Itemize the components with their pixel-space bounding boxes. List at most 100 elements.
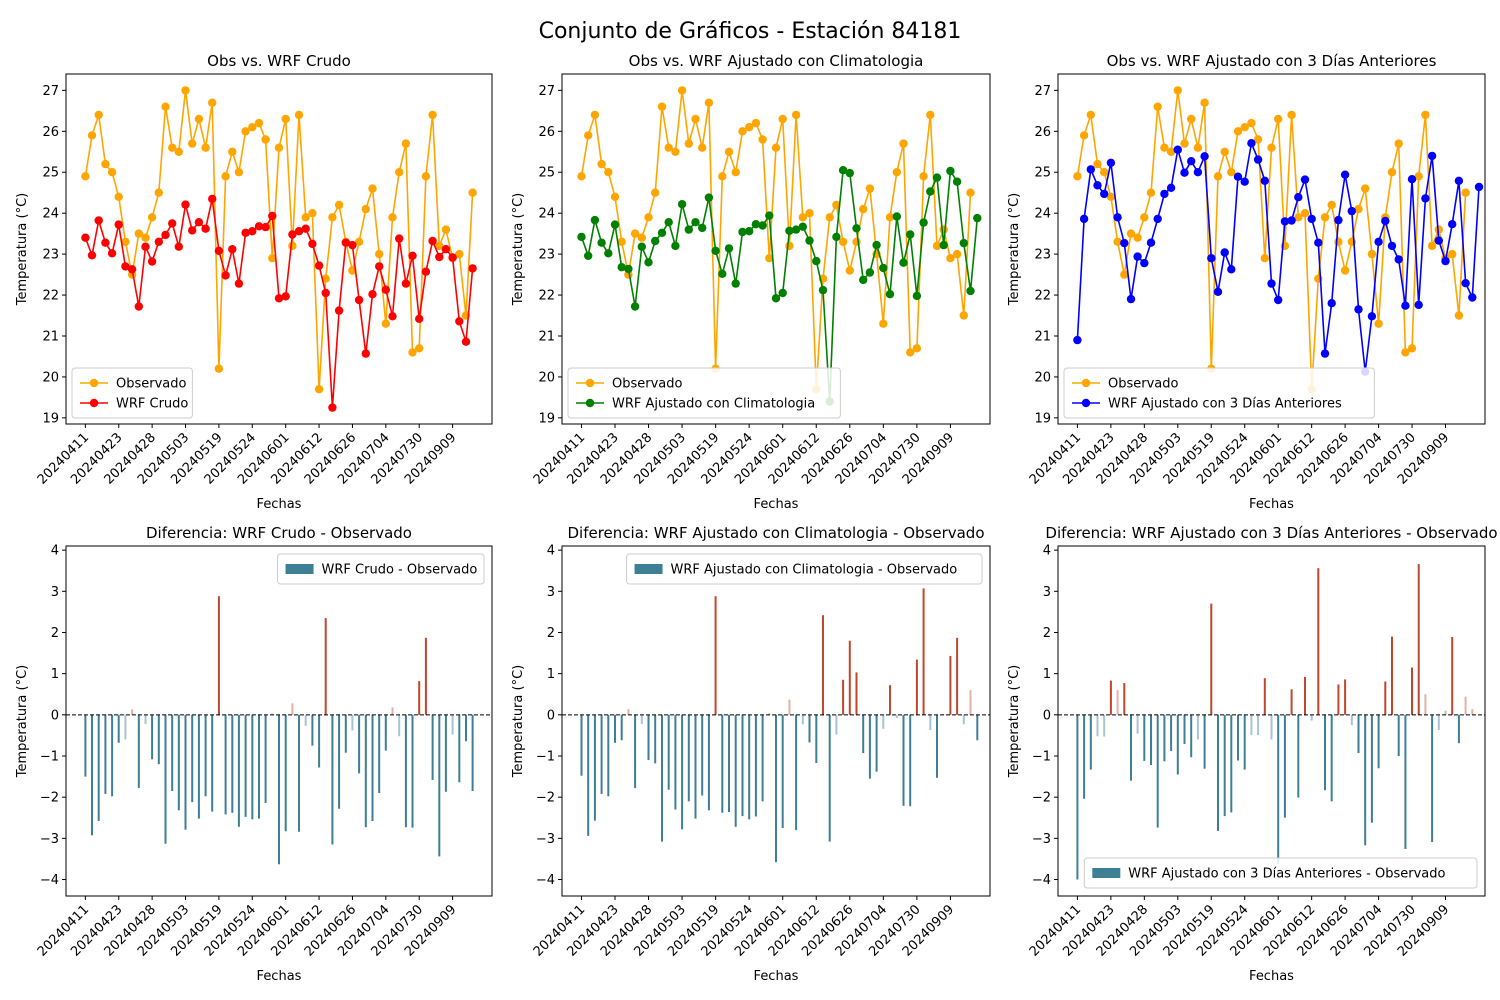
y-axis-label: Temperatura (°C) bbox=[1007, 665, 1022, 778]
diff-bar bbox=[1357, 714, 1360, 754]
y-tick-label: −4 bbox=[40, 873, 59, 888]
series-2-point bbox=[435, 252, 444, 262]
y-axis-label: Temperatura (°C) bbox=[15, 665, 30, 778]
series-1-point bbox=[435, 241, 444, 251]
y-tick-label: 3 bbox=[547, 585, 555, 600]
diff-bar bbox=[1384, 681, 1387, 715]
diff-bar bbox=[398, 714, 401, 737]
diff-bar bbox=[875, 714, 878, 772]
series-2-point bbox=[1200, 152, 1209, 161]
diff-bar bbox=[929, 714, 932, 730]
diff-bar bbox=[364, 714, 367, 828]
series-2-point bbox=[926, 187, 935, 196]
series-2-point bbox=[1267, 279, 1276, 288]
diff-bar bbox=[1310, 714, 1313, 721]
series-1-point bbox=[1434, 225, 1444, 234]
series-1-point bbox=[926, 110, 935, 120]
series-1-point bbox=[375, 249, 384, 259]
series-2-point bbox=[181, 200, 190, 209]
diff-bar bbox=[1344, 679, 1347, 715]
diff-bar bbox=[1417, 564, 1420, 715]
diff-bar bbox=[91, 714, 93, 836]
diff-bar bbox=[438, 714, 441, 857]
diff-bar bbox=[922, 588, 925, 715]
diff-bar bbox=[1457, 714, 1460, 744]
series-2-point bbox=[845, 168, 854, 178]
series-1-point bbox=[1227, 168, 1236, 177]
diff-bar bbox=[721, 714, 724, 813]
diff-bar bbox=[828, 714, 831, 842]
series-2-point bbox=[765, 211, 774, 220]
series-2-point bbox=[281, 292, 290, 301]
diff-bar bbox=[748, 714, 751, 820]
subplot-5: Diferencia: WRF Ajustado con Climatologi… bbox=[511, 524, 991, 984]
series-1-point bbox=[671, 147, 680, 156]
diff-bar bbox=[1330, 714, 1333, 802]
series-2-point bbox=[161, 230, 170, 240]
series-2-point bbox=[314, 261, 324, 270]
y-tick-label: −2 bbox=[536, 791, 555, 806]
plot-area bbox=[1073, 86, 1484, 394]
series-1-point bbox=[825, 213, 834, 222]
series-2-point bbox=[698, 223, 707, 233]
series-1-point bbox=[1320, 213, 1330, 222]
diff-bar bbox=[956, 637, 959, 715]
legend-swatch-marker bbox=[585, 378, 595, 388]
series-2-point bbox=[1146, 238, 1156, 247]
diff-bar bbox=[1223, 714, 1226, 817]
series-2-point bbox=[214, 246, 224, 255]
series-2-point bbox=[865, 268, 875, 277]
series-1-point bbox=[455, 249, 464, 259]
legend-swatch-marker bbox=[89, 398, 99, 408]
diff-bar bbox=[1089, 714, 1092, 770]
subplot-title: Diferencia: WRF Crudo - Observado bbox=[146, 524, 412, 542]
plot-area bbox=[66, 596, 492, 865]
series-2-point bbox=[348, 240, 357, 250]
series-2-point bbox=[461, 337, 471, 346]
y-tick-label: 1 bbox=[547, 667, 555, 682]
diff-bar bbox=[868, 714, 871, 779]
legend-box bbox=[567, 367, 841, 419]
series-2-point bbox=[932, 173, 942, 182]
series-2-point bbox=[354, 295, 364, 305]
diff-bar bbox=[1143, 714, 1146, 761]
series-2-point bbox=[1307, 214, 1316, 224]
series-2-point bbox=[771, 294, 781, 303]
series-2-point bbox=[684, 225, 693, 234]
series-2-point bbox=[738, 227, 747, 237]
diff-bar bbox=[84, 714, 87, 777]
series-2-point bbox=[147, 257, 157, 266]
series-1-point bbox=[1133, 233, 1142, 242]
series-2-point bbox=[1274, 295, 1283, 305]
series-2-point bbox=[308, 239, 317, 249]
series-2-point bbox=[341, 238, 350, 247]
x-axis-label: Fechas bbox=[257, 497, 302, 512]
series-1-point bbox=[1294, 213, 1303, 222]
diff-bar bbox=[1377, 714, 1380, 769]
series-2-point bbox=[879, 263, 888, 273]
diff-bar bbox=[1190, 714, 1193, 758]
axes-frame bbox=[561, 73, 991, 425]
series-2-point bbox=[455, 317, 464, 326]
series-2-point bbox=[1394, 255, 1403, 264]
y-tick-label: 20 bbox=[1034, 370, 1051, 385]
y-tick-label: 0 bbox=[1043, 708, 1051, 723]
diff-bar bbox=[654, 714, 657, 764]
series-1-point bbox=[1260, 254, 1270, 263]
series-1-point bbox=[791, 110, 801, 120]
series-1-point bbox=[610, 192, 620, 201]
series-2-point bbox=[194, 218, 204, 227]
diff-bar bbox=[600, 714, 603, 794]
y-tick-label: 21 bbox=[42, 329, 59, 344]
diff-bar bbox=[124, 714, 127, 740]
series-1-point bbox=[1448, 249, 1457, 259]
legend-box bbox=[71, 367, 193, 419]
diff-bar bbox=[1076, 714, 1079, 880]
series-2-point bbox=[1334, 215, 1343, 225]
series-1-point bbox=[188, 139, 197, 148]
diff-bar bbox=[465, 714, 467, 742]
series-1-point bbox=[919, 172, 928, 181]
diff-bar bbox=[271, 713, 274, 715]
series-2-point bbox=[301, 224, 310, 233]
legend-label: WRF Crudo - Observado bbox=[322, 563, 478, 578]
